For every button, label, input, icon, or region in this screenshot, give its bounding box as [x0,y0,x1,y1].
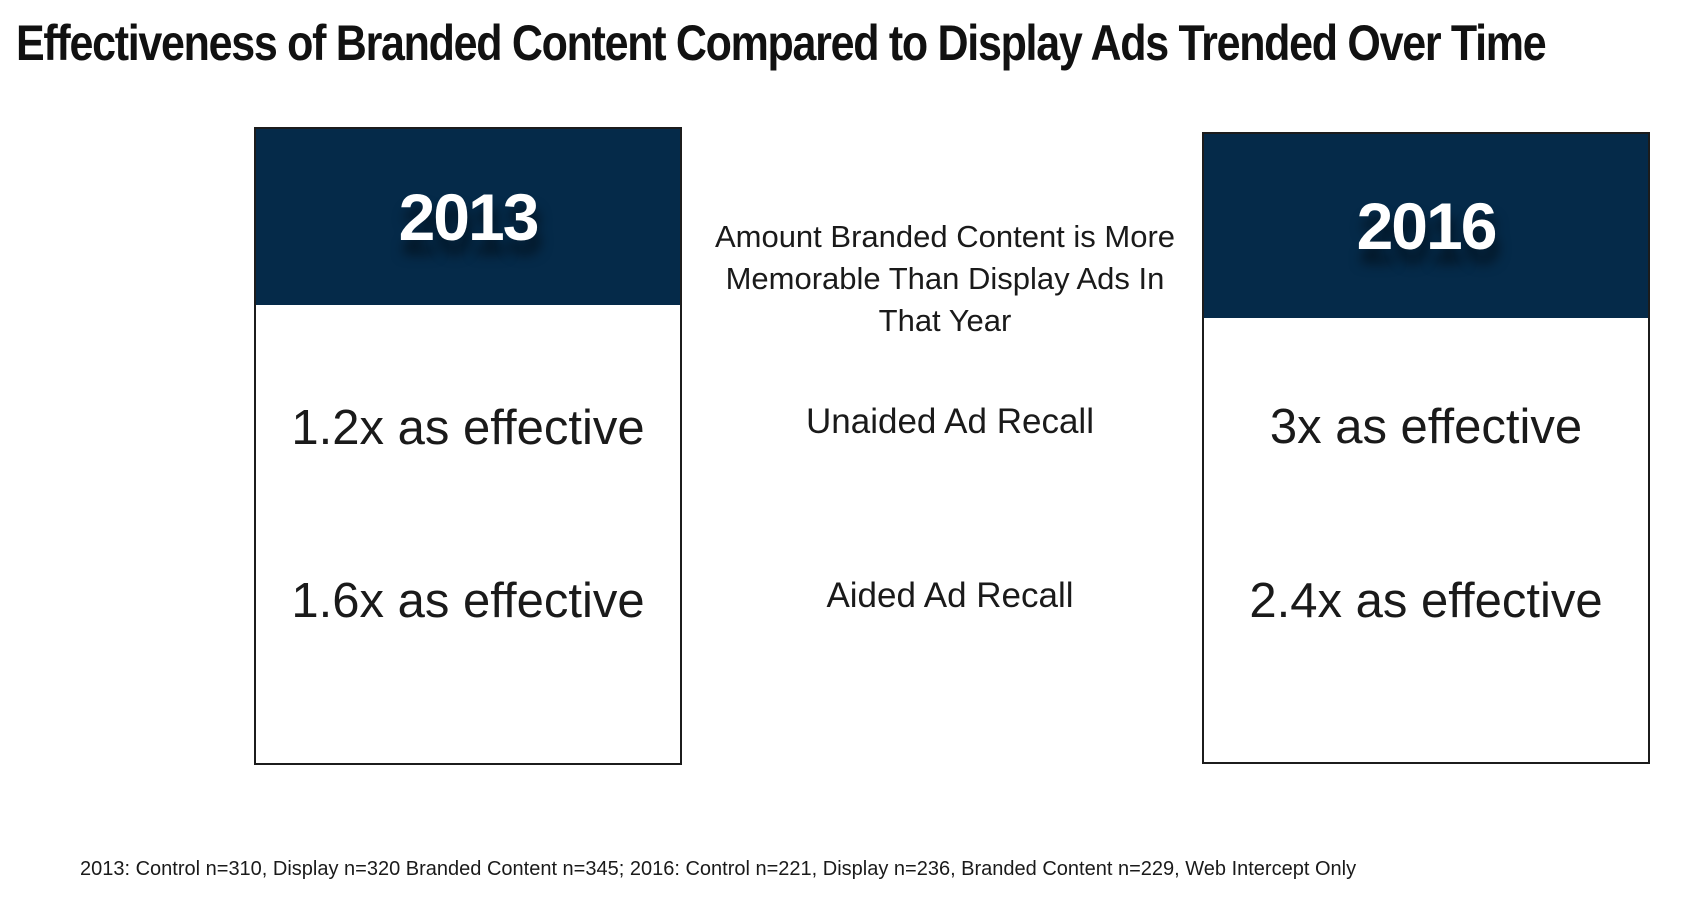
page-title: Effectiveness of Branded Content Compare… [16,15,1547,71]
aided-recall-value-2013: 1.6x as effective [291,574,645,628]
comparison-heading: Amount Branded Content is More Memorable… [714,219,1176,338]
year-label-2013: 2013 [398,180,540,254]
footnote: 2013: Control n=310, Display n=320 Brand… [80,858,1357,880]
card-2016: 2016 3x as effective 2.4x as effective [1202,132,1650,764]
card-2013: 2013 1.2x as effective 1.6x as effective [254,127,682,765]
aided-recall-value-2016: 2.4x as effective [1249,574,1603,628]
year-label-2016: 2016 [1356,189,1498,263]
metric-label-unaided: Unaided Ad Recall [806,402,1094,441]
metric-label-aided: Aided Ad Recall [826,576,1074,615]
unaided-recall-value-2013: 1.2x as effective [291,401,645,455]
card-header-2016: 2016 [1204,134,1648,318]
unaided-recall-value-2016: 3x as effective [1269,400,1583,454]
card-header-2013: 2013 [256,129,680,305]
